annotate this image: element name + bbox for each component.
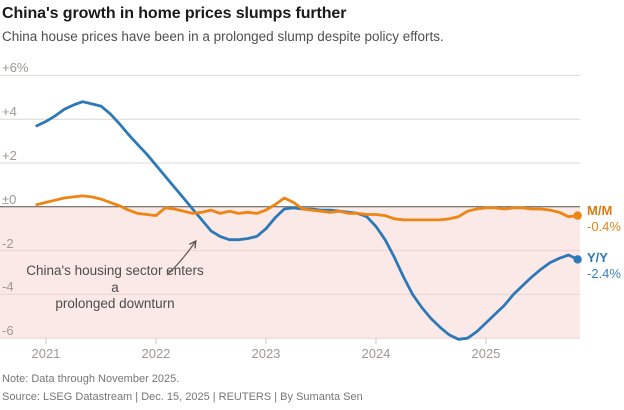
x-tick-label: 2024 <box>361 346 391 361</box>
series-label-mm: M/M <box>587 203 613 218</box>
annotation-line1: China's housing sector enters a <box>26 263 204 295</box>
note-text: Note: Data through November 2025. <box>2 373 180 385</box>
y-tick-label: ±0 <box>2 191 17 207</box>
gridlines <box>0 74 580 339</box>
series-value-yy: -2.4% <box>587 266 621 281</box>
y-tick-label: -6 <box>2 323 14 339</box>
y-tick-label: +2 <box>2 148 17 163</box>
x-axis-tick-marks <box>45 338 487 345</box>
series-lines <box>35 100 582 341</box>
series-end-dot-yy <box>573 255 582 264</box>
y-tick-label: -4 <box>2 279 14 295</box>
x-tick-label: 2025 <box>471 346 501 361</box>
y-tick-label: +6% <box>2 60 29 76</box>
source-text: Source: LSEG Datastream | Dec. 15, 2025 … <box>2 391 363 403</box>
series-line-mm <box>35 194 579 222</box>
annotation-line2: prolonged downturn <box>55 296 175 311</box>
series-value-mm: -0.4% <box>587 219 621 234</box>
x-tick-label: 2023 <box>251 346 281 361</box>
y-tick-label: +4 <box>2 104 17 120</box>
series-label-yy: Y/Y <box>587 250 608 265</box>
annotation: China's housing sector enters a prolonge… <box>22 263 208 313</box>
y-tick-label: -2 <box>2 235 14 251</box>
x-tick-label: 2022 <box>141 346 171 361</box>
series-end-dot-mm <box>573 211 582 220</box>
x-tick-label: 2021 <box>31 346 61 361</box>
negative-shade-region <box>0 206 580 339</box>
chart-subtitle: China house prices have been in a prolon… <box>2 29 444 44</box>
chart-title: China's growth in home prices slumps fur… <box>2 5 347 22</box>
annotation-arrow-icon <box>166 242 196 276</box>
